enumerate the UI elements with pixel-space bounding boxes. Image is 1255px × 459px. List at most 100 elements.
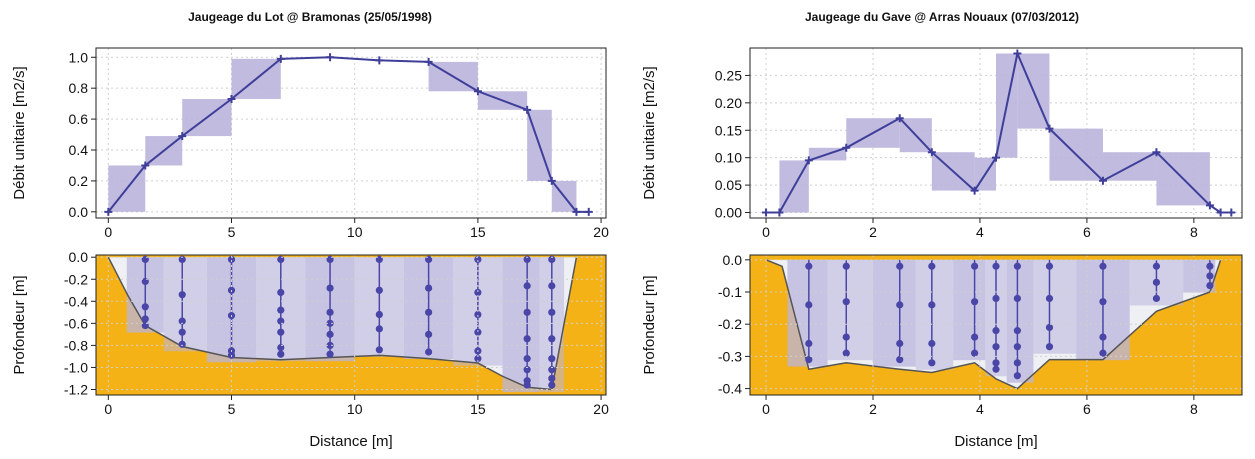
data-point [1152, 148, 1161, 157]
x-tick-label: 20 [593, 224, 609, 240]
measurement-point [523, 355, 531, 363]
measurement-point [474, 288, 482, 297]
measurement-point [277, 288, 285, 297]
measurement-point [971, 333, 979, 341]
measurement-point [971, 298, 979, 306]
y-tick-label: -0.3 [718, 348, 742, 364]
x-axis-label: Distance [m] [954, 433, 1037, 450]
measurement-point [141, 303, 149, 311]
x-tick-label: 6 [1083, 401, 1091, 417]
measurement-point [1206, 262, 1214, 270]
chart-svg-lot: 0 5 10 15 20 0.0 0.2 0.4 0.6 0.8 1.0 Débit unitaire… [11, 47, 609, 450]
measurement-point [992, 343, 1000, 351]
measurement-point [326, 319, 334, 327]
data-point [1205, 201, 1214, 210]
measurement-point [1152, 262, 1161, 270]
vertical-strip [873, 259, 916, 367]
plot-frame [95, 47, 607, 219]
measurement-point [842, 349, 850, 357]
measurement-point [896, 339, 904, 348]
x-tick-label: 0 [104, 401, 112, 417]
measurement-point [326, 350, 334, 358]
y-tick-label: -0.1 [718, 284, 742, 300]
plot-frame [95, 254, 607, 396]
x-tick-label: 8 [1190, 401, 1198, 417]
measurement-point [326, 284, 334, 292]
y-axis-label: Débit unitaire [m2/s] [11, 66, 28, 199]
riverbed-line [107, 256, 578, 391]
measurement-point [548, 282, 556, 290]
measurement-point [523, 308, 531, 316]
measurement-point [1045, 262, 1054, 270]
measurement-point [1013, 262, 1021, 270]
vertical-strip [163, 257, 207, 352]
chart-title: Jaugeage du Lot @ Bramonas (25/05/1998) [188, 10, 432, 24]
measurement-point [928, 301, 936, 309]
y-tick-label: -1.0 [64, 359, 88, 375]
measurement-point [928, 359, 936, 367]
measurement-point [425, 284, 433, 292]
measurement-point [326, 341, 334, 349]
data-point [927, 148, 936, 157]
data-point [1216, 208, 1225, 217]
measurement-point [548, 308, 556, 316]
measurement-point [277, 328, 285, 336]
data-point [1013, 49, 1022, 58]
plot-frame [749, 47, 1243, 219]
x-tick-label: 2 [869, 401, 877, 417]
x-tick-label: 0 [104, 224, 112, 240]
measurement-point [1206, 272, 1214, 280]
y-tick-label: 0.10 [715, 150, 742, 166]
measurement-point [277, 343, 285, 352]
data-point [141, 161, 150, 170]
x-tick-label: 4 [976, 224, 984, 240]
y-axis-label: Profondeur [m] [11, 275, 28, 374]
measurement-point [896, 301, 904, 309]
measurement-point [548, 366, 556, 374]
measurement-point [1099, 333, 1107, 341]
data-point [762, 208, 771, 217]
x-tick-label: 4 [976, 401, 984, 417]
y-tick-label: 0.00 [715, 205, 742, 221]
y-tick-label: 0.6 [69, 111, 89, 127]
x-tick-label: 0 [762, 224, 770, 240]
measurement-point [992, 262, 1000, 270]
measurement-point [1013, 359, 1021, 367]
measurement-point [1013, 294, 1021, 303]
vertical-strip [953, 259, 986, 361]
y-tick-label: -0.4 [64, 293, 88, 309]
measurement-point [928, 262, 936, 270]
measurement-point [326, 308, 334, 316]
data-point [842, 143, 851, 152]
measurement-point [178, 255, 186, 264]
x-tick-label: 15 [470, 224, 486, 240]
measurement-point [425, 330, 433, 338]
x-tick-label: 8 [1190, 224, 1198, 240]
measurement-point [548, 255, 556, 264]
measurement-point [523, 381, 531, 389]
measurement-point [523, 366, 531, 374]
measurement-point [548, 381, 556, 389]
x-tick-label: 5 [228, 401, 236, 417]
y-tick-label: 0.05 [715, 177, 742, 193]
y-tick-label: 0.2 [69, 173, 89, 189]
x-tick-label: 10 [347, 224, 363, 240]
measurement-point [992, 365, 1000, 373]
depth-plot-area [750, 255, 1242, 395]
y-tick-label: -0.2 [718, 316, 742, 332]
y-tick-label: 0.15 [715, 122, 742, 138]
chart-panel-gave: Jaugeage du Gave @ Arras Nouaux (07/03/2… [632, 0, 1252, 459]
y-tick-label: 0.25 [715, 67, 742, 83]
data-point [104, 207, 113, 216]
measurement-point [896, 355, 904, 364]
measurement-point [842, 333, 850, 341]
measurement-point [141, 315, 149, 323]
data-point [375, 56, 384, 65]
data-point [276, 54, 285, 63]
measurement-point [1152, 278, 1161, 286]
measurement-point [523, 282, 531, 290]
measurement-point [1013, 327, 1021, 335]
data-point [523, 105, 532, 114]
measurement-point [548, 335, 556, 343]
measurement-point [1045, 343, 1054, 351]
